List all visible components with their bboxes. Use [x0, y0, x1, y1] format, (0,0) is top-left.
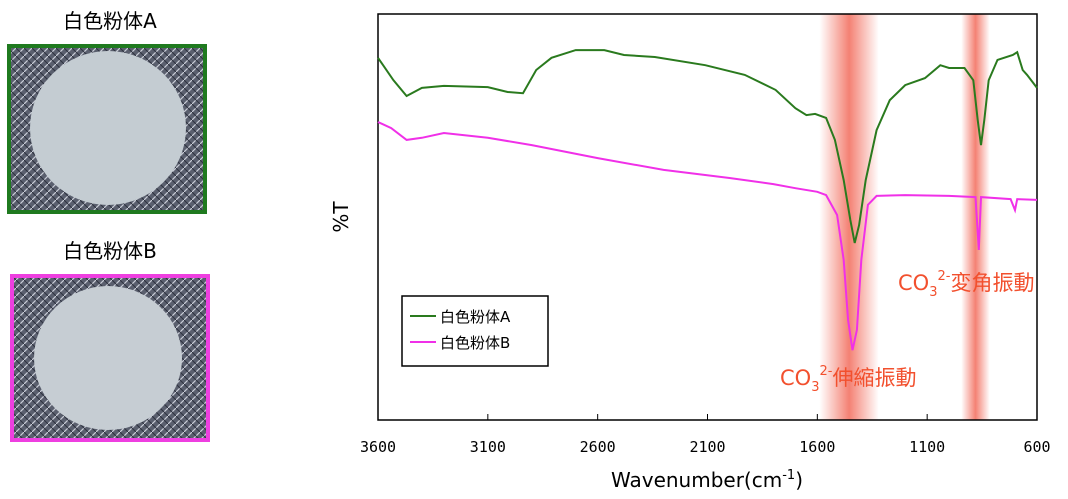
annotation: CO32-変角振動: [898, 269, 1034, 300]
y-axis-label: %T: [329, 201, 353, 233]
x-tick-label: 1600: [799, 438, 835, 456]
legend-label: 白色粉体A: [440, 308, 511, 326]
legend: 白色粉体A 白色粉体B: [401, 295, 549, 367]
sample-photo: [7, 44, 207, 214]
legend-label: 白色粉体B: [440, 334, 510, 352]
legend-box: [401, 295, 549, 367]
spectrum-line: [377, 49, 1038, 244]
x-tick-label: 2600: [580, 438, 616, 456]
x-tick-label: 1100: [909, 438, 945, 456]
sample-title: 白色粉体A: [63, 9, 157, 33]
x-tick-label: 3600: [360, 438, 396, 456]
highlight-band: [961, 14, 990, 420]
sample-photo: [10, 274, 210, 442]
x-axis-label: Wavenumber(cm-1): [611, 468, 803, 492]
annotation: CO32-伸縮振動: [780, 364, 916, 395]
x-tick-label: 3100: [470, 438, 506, 456]
x-tick-label: 2100: [689, 438, 725, 456]
spectrum-line: [377, 121, 1038, 351]
x-tick-label: 600: [1023, 438, 1050, 456]
sample-title: 白色粉体B: [63, 239, 157, 263]
